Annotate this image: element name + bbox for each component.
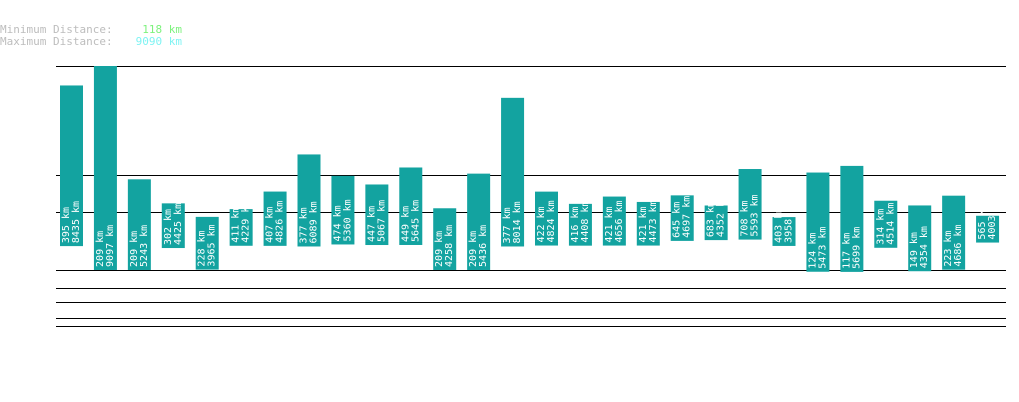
bar-max-label: 4656 km [614,200,625,242]
bar-max-label: 4473 km [648,200,659,242]
bar-max-label: 5067 km [376,200,387,242]
bar-min-label: 449 km [400,206,411,242]
min-distance-label: Minimum Distance: [0,23,113,36]
bar-min-label: 228 km [197,230,208,266]
bar-min-label: 149 km [909,232,920,268]
bar [602,196,626,246]
bar-max-label: 4514 km [885,203,896,245]
max-distance-row: Maximum Distance: 9090 km [0,36,182,48]
bar [535,191,558,246]
bar [908,205,932,272]
bar-min-label: 209 km [434,231,445,267]
bar-max-label: 5593 km [750,194,761,236]
bar-min-label: 117 km [841,233,852,269]
bar-min-label: 683 km [706,201,717,237]
bar [127,179,151,270]
bar [636,201,660,246]
bar-max-label: 8014 km [512,201,523,243]
max-distance-label: Maximum Distance: [0,35,113,48]
bar-min-label: 416 km [570,207,581,243]
bar-max-label: 5360 km [342,199,353,241]
distance-legend: Minimum Distance: 118 km Maximum Distance… [0,24,182,48]
bar [263,191,287,246]
gridlines [56,66,1006,327]
bar-min-label: 565 km [977,203,988,239]
bar [93,66,117,270]
bar [704,205,728,241]
min-distance-row: Minimum Distance: 118 km [0,24,182,36]
bar-min-label: 421 km [604,206,615,242]
max-distance-value: 9090 km [135,35,182,48]
bar-max-label: 5473 km [817,227,828,269]
bar-min-label: 422 km [536,206,547,242]
bar [806,172,830,272]
bar-min-label: 403 km [774,207,785,243]
bar-min-label: 411 km [231,207,242,243]
bar [433,208,457,270]
bar [840,165,864,272]
bar [365,184,389,246]
bar-min-label: 708 km [740,200,751,236]
bar [772,217,796,246]
bar-max-label: 4003 km [987,197,998,239]
bar-min-label: 302 km [163,209,174,245]
bar-max-label: 4354 km [919,226,930,268]
bar-max-label: 4408 km [580,201,591,243]
bar-max-label: 6089 km [309,201,320,243]
bar [976,215,1000,243]
bar-max-label: 5645 km [410,200,421,242]
bar-min-label: 314 km [875,209,886,245]
bar-max-label: 4258 km [444,225,455,267]
bar [331,175,355,245]
bar-max-label: 4826 km [275,201,286,243]
bar [874,200,898,248]
bar-min-label: 124 km [807,233,818,269]
bar-max-label: 4425 km [173,203,184,245]
bar [195,216,219,270]
bar-max-label: 8435 km [71,201,82,243]
bar-max-label: 3965 km [207,224,218,266]
bar [501,97,525,247]
bar [399,167,423,245]
bar-max-label: 9097 km [105,225,116,267]
bar-max-label: 5243 km [139,225,150,267]
bar [60,85,83,247]
bar-max-label: 4686 km [953,225,964,267]
bar-max-label: 5436 km [478,225,489,267]
bar-min-label: 209 km [468,231,479,267]
bar-min-label: 395 km [61,207,72,243]
bar-min-label: 407 km [265,207,276,243]
bar-min-label: 474 km [332,205,343,241]
bar [467,173,491,270]
bar-min-label: 209 km [129,231,140,267]
bar [942,195,966,270]
bar [738,169,762,240]
bar [229,209,253,246]
bar-min-label: 377 km [299,207,310,243]
bar-max-label: 3958 km [784,201,795,243]
bar [568,203,592,246]
bar-min-label: 447 km [366,206,377,242]
bar-max-label: 5699 km [851,227,862,269]
bar-min-label: 421 km [638,206,649,242]
bar-min-label: 223 km [943,231,954,267]
bar [297,154,321,247]
bar [670,195,694,241]
bar-max-label: 4697 km [682,196,693,238]
bar-max-label: 4229 km [241,201,252,243]
bar-min-label: 645 km [672,202,683,238]
bar-max-label: 4824 km [546,200,557,242]
bar-min-label: 377 km [502,207,513,243]
min-distance-value: 118 km [142,23,182,36]
bar [161,203,185,249]
bar-max-label: 4352 km [716,195,727,237]
bar-min-label: 209 km [95,231,106,267]
